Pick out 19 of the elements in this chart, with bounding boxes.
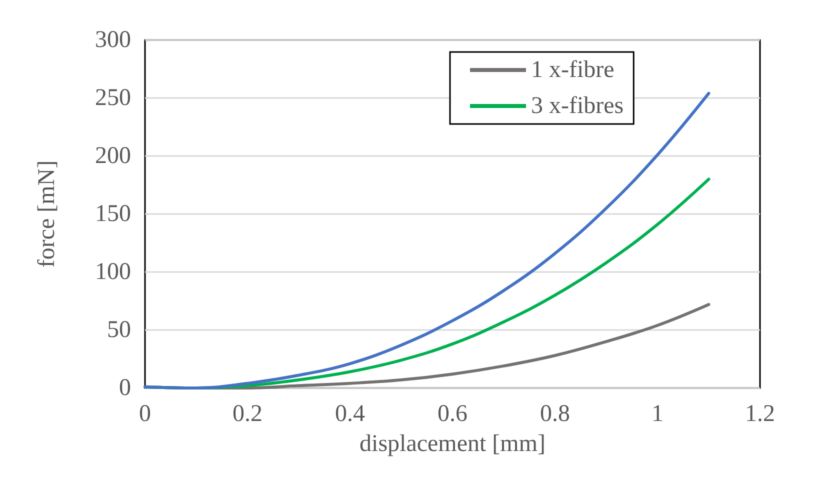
y-tick-label: 200 xyxy=(95,143,131,169)
x-axis-title: displacement [mm] xyxy=(360,431,546,457)
line-series xyxy=(144,92,710,390)
y-tick-label: 250 xyxy=(95,85,131,111)
x-tick-label: 0.2 xyxy=(232,401,262,427)
y-tick-label: 50 xyxy=(107,317,131,343)
y-axis-title: force [mN] xyxy=(34,160,60,268)
y-tick-label: 100 xyxy=(95,259,131,285)
y-tick-label: 300 xyxy=(95,27,131,53)
y-tick-label: 0 xyxy=(119,375,131,401)
x-tick-label: 0.6 xyxy=(438,401,468,427)
x-tick-label: 0 xyxy=(139,401,151,427)
x-tick-label: 0.4 xyxy=(335,401,365,427)
x-tick-label: 0.8 xyxy=(540,401,570,427)
x-tick-label: 1.2 xyxy=(745,401,775,427)
x-tick-label: 1 xyxy=(652,401,664,427)
legend-label: 1 x-fibre xyxy=(531,57,614,83)
legend-label: 3 x-fibres xyxy=(531,93,624,119)
y-tick-label: 150 xyxy=(95,201,131,227)
